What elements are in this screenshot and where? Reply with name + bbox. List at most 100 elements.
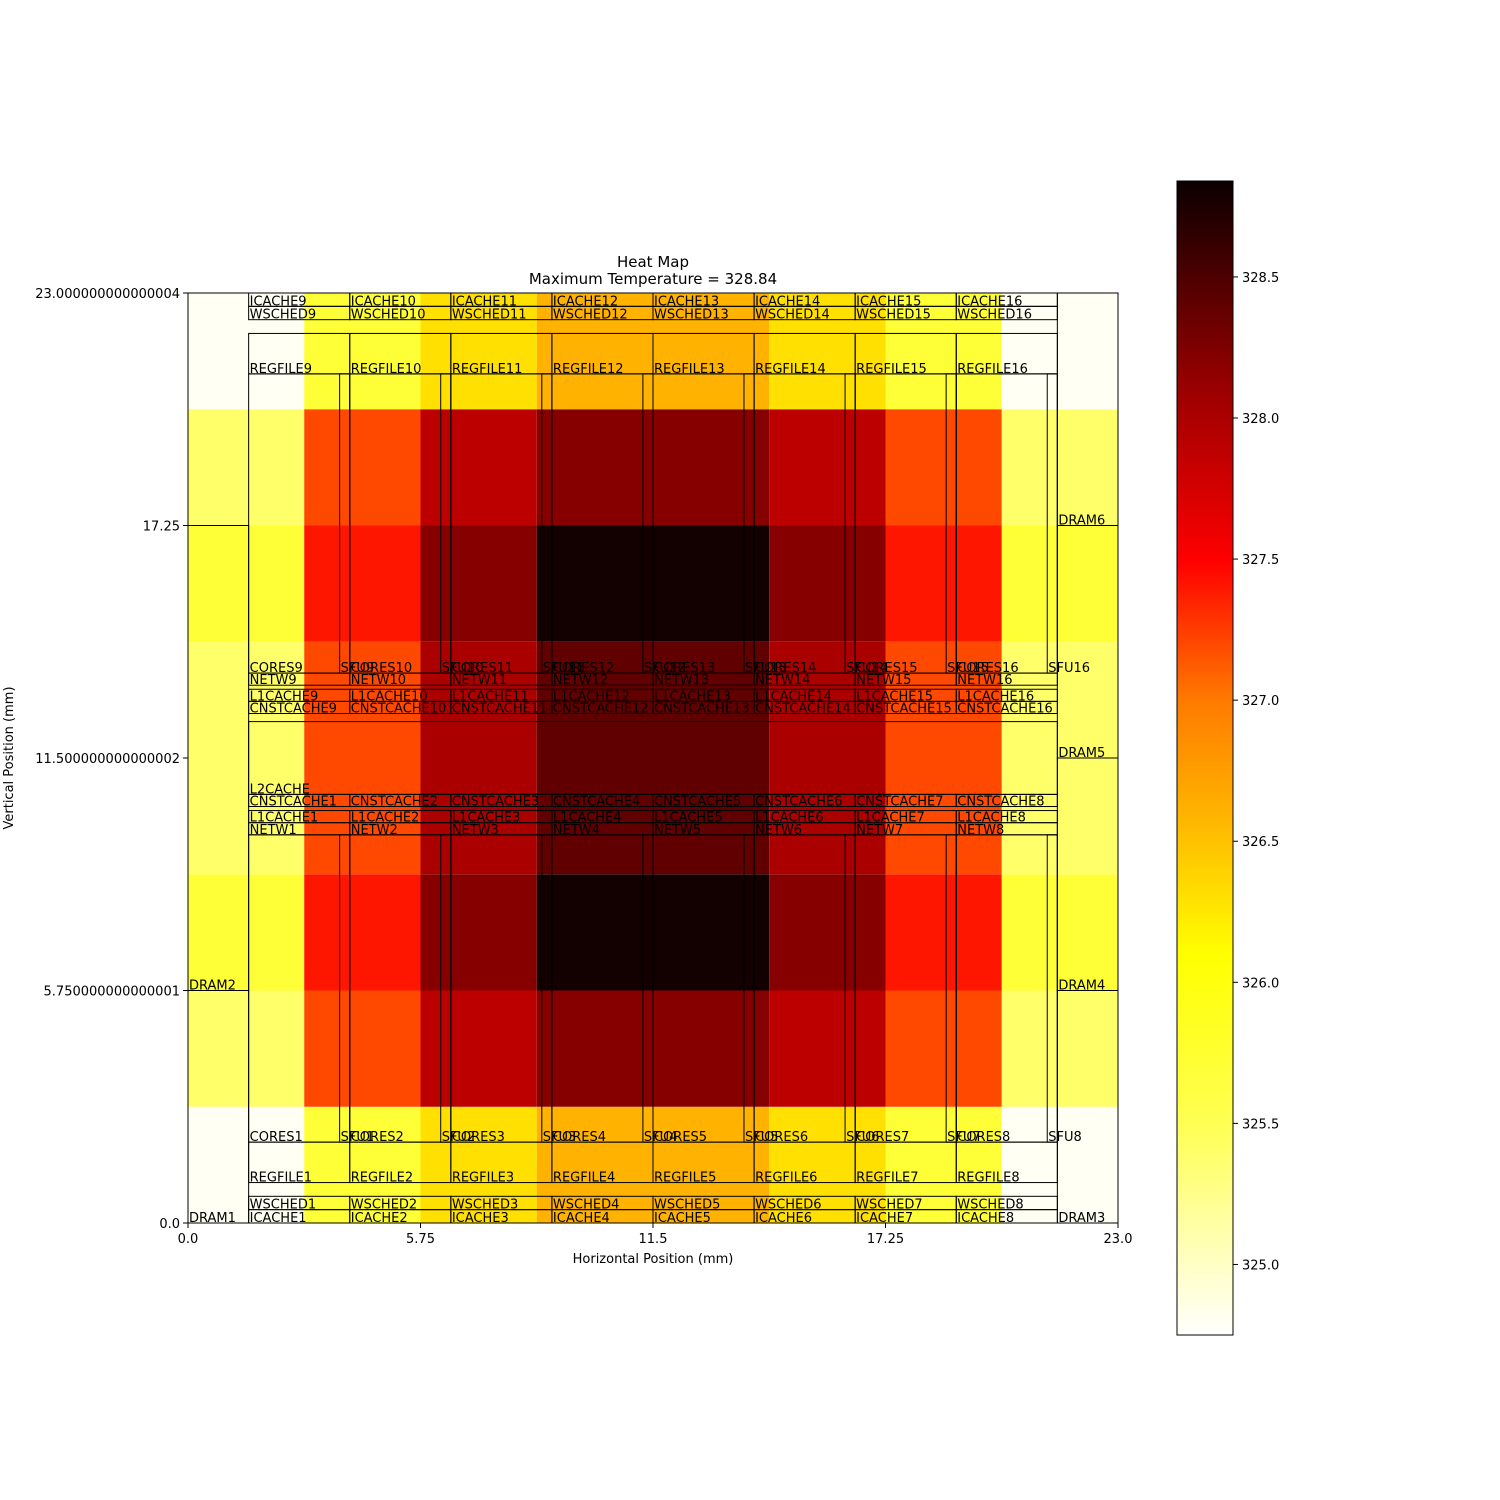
- block-label: CNSTCACHE2: [351, 795, 438, 810]
- heat-cell: [769, 758, 886, 875]
- block-label: REGFILE11: [452, 362, 523, 377]
- block-label: NETW9: [250, 673, 297, 688]
- block-label: CORES7: [856, 1130, 909, 1145]
- block-label: CORES11: [452, 661, 513, 676]
- block-label: SFU4: [644, 1130, 678, 1145]
- block-label: CORES13: [654, 661, 715, 676]
- heat-cell: [653, 1106, 770, 1223]
- colorbar-ticks: 325.0 325.5 326.0 326.5 327.0 327.5 328.0 328.5: [1233, 271, 1279, 1273]
- heat-cell: [304, 409, 421, 526]
- block-label: REGFILE6: [755, 1171, 817, 1186]
- block-label: NETW6: [755, 823, 802, 838]
- block-label: ICACHE2: [351, 1211, 408, 1226]
- block-label: WSCHED10: [351, 308, 426, 323]
- chart-subtitle: Maximum Temperature = 328.84: [529, 270, 777, 288]
- floorplan-block: CNSTCACHE3: [450, 793, 553, 810]
- heat-cell: [536, 874, 653, 991]
- heat-cell: [769, 409, 886, 526]
- heat-cell: [885, 409, 1002, 526]
- colorbar: [1176, 180, 1234, 1336]
- block-label: WSCHED15: [856, 308, 931, 323]
- block-label: CORES8: [957, 1130, 1010, 1145]
- block-label: REGFILE8: [957, 1171, 1019, 1186]
- block-label: L1CACHE11: [452, 689, 529, 704]
- colorbar-tick-label: 327.5: [1242, 553, 1279, 568]
- heat-cell: [248, 293, 305, 410]
- block-label: CORES9: [250, 661, 303, 676]
- block-label: L1CACHE8: [957, 811, 1026, 826]
- block-label: CNSTCACHE9: [250, 702, 337, 717]
- heat-cell: [1057, 758, 1118, 875]
- block-label: REGFILE10: [351, 362, 422, 377]
- block-label: REGFILE14: [755, 362, 826, 377]
- block-label: CNSTCACHE10: [351, 702, 447, 717]
- block-outline: [955, 793, 1058, 808]
- block-label: REGFILE7: [856, 1171, 918, 1186]
- heat-cell: [1057, 641, 1118, 758]
- block-label: SFU15: [947, 661, 989, 676]
- x-axis-label: Horizontal Position (mm): [573, 1252, 734, 1267]
- block-label: NETW8: [957, 823, 1004, 838]
- block-label: DRAM4: [1058, 979, 1105, 994]
- block-label: WSCHED11: [452, 308, 527, 323]
- block-label: WSCHED12: [553, 308, 628, 323]
- floorplan-block: CNSTCACHE4: [551, 793, 654, 810]
- heat-cell: [1001, 874, 1058, 991]
- block-label: CORES3: [452, 1130, 505, 1145]
- heat-cell: [536, 758, 653, 875]
- block-label: L1CACHE6: [755, 811, 824, 826]
- heat-cell: [304, 990, 421, 1107]
- block-label: WSCHED8: [957, 1198, 1023, 1213]
- floorplan-block: REGFILE16: [955, 332, 1058, 377]
- block-outlines: DRAM1 DRAM2 DRAM3 DRAM4 DRAM5 DRAM6 L2CACHE ICA…: [187, 292, 1119, 1226]
- block-label: SFU1: [341, 1130, 375, 1145]
- colorbar-tick-label: 326.0: [1242, 976, 1279, 991]
- heat-cell: [769, 1106, 886, 1223]
- block-label: CNSTCACHE11: [452, 702, 548, 717]
- y-axis: 0.0 5.750000000000001 11.500000000000002 17…: [35, 287, 188, 1232]
- block-outline: [955, 688, 1058, 702]
- block-label: CNSTCACHE6: [755, 795, 842, 810]
- block-label: L1CACHE5: [654, 811, 723, 826]
- y-tick-label: 17.25: [143, 520, 180, 535]
- block-label: ICACHE14: [755, 294, 820, 309]
- block-label: WSCHED2: [351, 1198, 417, 1213]
- block-label: L1CACHE4: [553, 811, 622, 826]
- heat-cell: [248, 1106, 305, 1223]
- block-label: DRAM5: [1058, 746, 1105, 761]
- block-label: NETW4: [553, 823, 600, 838]
- block-label: L1CACHE1: [250, 811, 319, 826]
- heat-cell: [536, 990, 653, 1107]
- block-label: REGFILE9: [250, 362, 312, 377]
- block-label: CORES2: [351, 1130, 404, 1145]
- heat-cell: [1001, 758, 1058, 875]
- block-label: L1CACHE10: [351, 689, 428, 704]
- block-label: SFU13: [745, 661, 787, 676]
- heat-cell: [304, 1106, 421, 1223]
- block-label: CNSTCACHE16: [957, 702, 1053, 717]
- heat-cell: [1057, 293, 1118, 410]
- block-label: WSCHED1: [250, 1198, 316, 1213]
- block-label: CORES12: [553, 661, 614, 676]
- block-label: L1CACHE7: [856, 811, 925, 826]
- block-label: WSCHED13: [654, 308, 729, 323]
- block-label: CORES1: [250, 1130, 303, 1145]
- block-label: ICACHE8: [957, 1211, 1014, 1226]
- block-label: CORES16: [957, 661, 1018, 676]
- heat-cell: [653, 293, 770, 410]
- x-tick-label: 11.5: [639, 1232, 668, 1247]
- block-label: SFU10: [442, 661, 484, 676]
- block-label: CNSTCACHE5: [654, 795, 741, 810]
- block-label: L1CACHE3: [452, 811, 521, 826]
- block-label: ICACHE1: [250, 1211, 307, 1226]
- block-label: ICACHE11: [452, 294, 517, 309]
- block-label: SFU7: [947, 1130, 981, 1145]
- block-label: ICACHE4: [553, 1211, 610, 1226]
- block-label: WSCHED14: [755, 308, 830, 323]
- heat-cell: [304, 293, 421, 410]
- block-label: WSCHED5: [654, 1198, 720, 1213]
- block-label: REGFILE4: [553, 1171, 615, 1186]
- block-label: L1CACHE2: [351, 811, 420, 826]
- heat-cell: [248, 409, 305, 526]
